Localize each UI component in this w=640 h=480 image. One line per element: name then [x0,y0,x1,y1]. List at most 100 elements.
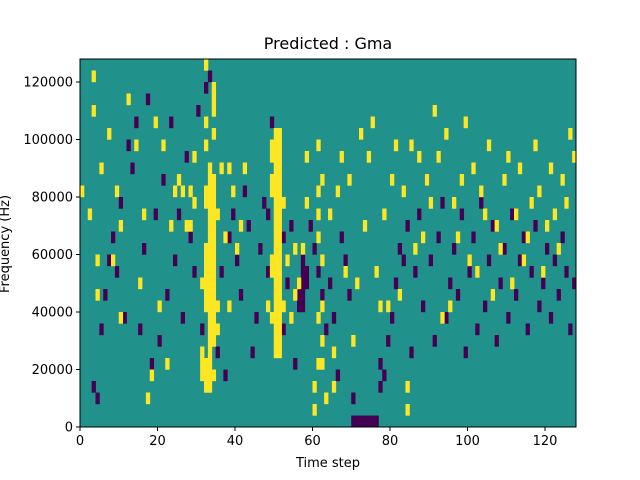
heatmap-cell-low [568,323,573,336]
heatmap-cell-high [211,105,217,117]
heatmap-cell-high [382,208,387,221]
heatmap-cell-high [417,151,422,163]
heatmap-cell-low [235,254,240,267]
heatmap-cell-high [440,312,445,324]
heatmap-cell-low [300,266,306,278]
heatmap-cell-low [467,266,472,278]
heatmap-cell-high [269,312,275,324]
heatmap-cell-high [277,300,282,313]
heatmap-cell-high [413,243,418,255]
heatmap-cell-low [304,266,310,278]
heatmap-cell-low [300,277,306,290]
heatmap-cell-high [111,254,116,267]
heatmap-cell-high [107,128,112,140]
heatmap-cell-low [490,220,496,232]
heatmap-cell-high [204,139,209,152]
heatmap-cell-low [281,231,286,244]
heatmap-cell-high [486,139,492,152]
heatmap-cell-low [231,208,236,221]
heatmap-cell-high [343,266,348,278]
heatmap-cell-high [211,300,217,313]
heatmap-cell-high [560,174,565,186]
heatmap-cell-high [204,358,209,370]
heatmap-cell-high [452,197,457,209]
heatmap-cell-low [378,381,383,393]
heatmap-cell-low [138,323,143,336]
heatmap-cell-high [277,197,282,209]
heatmap-cell-high [510,277,515,290]
heatmap-cell-high [316,358,321,370]
heatmap-cell-high [269,174,275,186]
heatmap-cell-high [273,266,279,278]
heatmap-cell-high [91,105,96,117]
x-tick-label: 120 [533,434,558,449]
y-axis-ticks: 0 20000 40000 60000 80000 100000 120000 [23,76,80,436]
heatmap-cell-high [552,208,558,221]
heatmap-cell-low [374,415,379,428]
heatmap-cell-high [227,162,232,175]
heatmap-cell-high [459,174,465,186]
heatmap-cell-high [211,335,217,347]
heatmap-cell-high [211,93,217,106]
heatmap-cell-low [304,277,310,290]
heatmap-cell-low [161,174,166,186]
y-tick-label: 80000 [32,191,73,206]
heatmap-cell-low [393,277,399,290]
heatmap-cell-high [277,335,282,347]
heatmap-cell-high [211,185,217,198]
heatmap-cell-high [211,254,217,267]
heatmap-cell-high [316,231,321,244]
heatmap-cell-high [176,174,182,186]
heatmap-cell-low [351,392,356,405]
heatmap-cell-high [281,197,286,209]
heatmap-cell-high [455,231,461,244]
y-axis-label: Frequency (Hz) [0,195,13,293]
heatmap-cell-high [297,277,302,290]
heatmap-cell-high [192,151,197,163]
heatmap-cell-low [99,323,104,336]
heatmap-cell-low [169,116,174,129]
heatmap-cell-low [409,346,414,359]
heatmap-cell-high [277,128,282,140]
heatmap-cell-low [331,312,337,324]
heatmap-cell-high [99,162,104,175]
x-tick-label: 0 [76,434,84,449]
heatmap-cell-high [200,346,205,359]
heatmap-cell-high [537,185,542,198]
heatmap-cell-high [273,254,279,267]
heatmap-cell-high [207,369,213,382]
heatmap-cell-high [207,300,213,313]
heatmap-cell-low [149,358,155,370]
heatmap-cell-low [475,323,480,336]
heatmap-cell-low [297,289,302,301]
heatmap-cell-high [277,162,282,175]
heatmap-cell-high [448,300,453,313]
heatmap-cell-low [351,415,356,428]
heatmap-cell-low [328,277,333,290]
heatmap-cell-low [343,254,348,267]
heatmap-cell-low [157,335,162,347]
heatmap-cell-high [320,174,325,186]
heatmap-cell-high [126,93,131,106]
heatmap-cell-high [506,151,511,163]
heatmap-cell-high [273,128,279,140]
heatmap-cell-high [347,174,352,186]
heatmap-cell-low [471,231,476,244]
heatmap-cell-low [440,197,445,209]
heatmap-cell-high [328,208,333,221]
heatmap-cell-low [192,266,197,278]
heatmap-cell-high [207,208,213,221]
heatmap-cell-low [250,346,255,359]
heatmap-cell-high [227,300,232,313]
heatmap-cell-low [320,289,325,301]
heatmap-cell-high [211,312,217,324]
y-tick-label: 120000 [23,76,73,91]
heatmap-cell-low [184,151,189,163]
heatmap-cell-high [316,312,321,324]
heatmap-cell-high [207,358,213,370]
heatmap-cell-low [444,312,449,324]
heatmap-cell-high [204,277,209,290]
heatmap-cell-high [161,139,166,152]
heatmap-cell-high [269,151,275,163]
heatmap-cell-high [273,335,279,347]
